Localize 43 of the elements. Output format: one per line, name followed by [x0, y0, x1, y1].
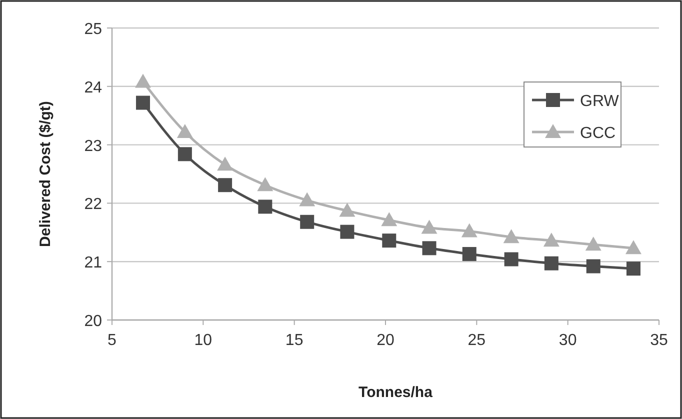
point: [461, 223, 478, 238]
point: [217, 156, 234, 171]
y-axis-title: Delivered Cost ($/gt): [37, 101, 54, 247]
point: [504, 252, 518, 266]
point: [258, 200, 272, 214]
point: [543, 232, 560, 247]
y-tick-label: 24: [84, 79, 102, 96]
point: [503, 229, 520, 244]
point: [626, 262, 640, 276]
x-tick-label: 10: [194, 332, 212, 349]
point: [339, 202, 356, 217]
point: [176, 124, 193, 138]
point: [585, 236, 602, 251]
point: [178, 147, 192, 162]
point: [421, 220, 438, 234]
point: [299, 192, 316, 206]
point: [586, 259, 600, 274]
point: [422, 241, 436, 256]
y-tick-label: 22: [84, 196, 102, 214]
point: [257, 177, 274, 192]
x-tick-label: 30: [558, 332, 577, 349]
point: [300, 214, 314, 229]
x-tick-label: 20: [376, 332, 394, 349]
point: [136, 96, 150, 110]
point: [218, 178, 232, 192]
x-axis-title: Tonnes/ha: [358, 384, 434, 401]
y-tick-label: 20: [84, 313, 102, 330]
x-tick-label: 5: [108, 332, 117, 349]
point: [381, 212, 398, 226]
x-tick-label: 25: [468, 332, 486, 349]
legend-label: GCC: [580, 125, 616, 142]
point: [340, 224, 354, 239]
point: [544, 256, 558, 270]
y-tick-label: 23: [84, 138, 102, 155]
point: [462, 247, 476, 262]
x-tick-label: 35: [650, 332, 668, 349]
x-tick-label: 15: [285, 332, 304, 349]
legend-label: GRW: [580, 93, 620, 110]
y-tick-label: 21: [84, 254, 102, 272]
point: [382, 234, 396, 248]
point: [625, 240, 642, 254]
point: [134, 74, 151, 88]
y-tick-label: 25: [84, 21, 102, 38]
